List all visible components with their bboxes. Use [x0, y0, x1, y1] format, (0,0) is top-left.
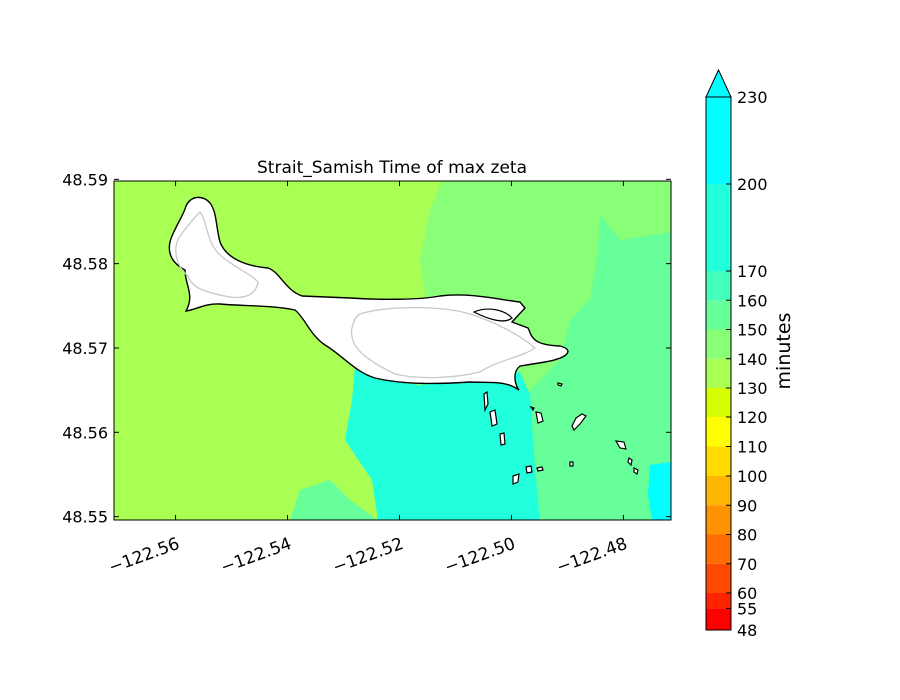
islet: [489, 409, 498, 427]
x-tick-label: −122.52: [330, 534, 406, 578]
colorbar-segment: [706, 534, 731, 564]
colorbar-segment: [706, 329, 731, 359]
colorbar-segment: [706, 97, 731, 184]
region-south-west-lobe: [290, 480, 378, 520]
colorbar-segment: [706, 271, 731, 301]
y-tick-label: 48.56: [62, 423, 108, 442]
colorbar-label: minutes: [773, 313, 795, 390]
colorbar-tick-label: 160: [737, 291, 768, 310]
region-south-central: [345, 365, 540, 520]
y-tick-label: 48.59: [62, 170, 108, 189]
colorbar-segment: [706, 300, 731, 330]
islet: [535, 411, 544, 424]
colorbar-tick-label: 80: [737, 526, 757, 545]
colorbar-tick-label: 120: [737, 408, 768, 427]
colorbar-segment: [706, 608, 731, 630]
colorbar-tick-label: 55: [737, 599, 757, 618]
region-east: [520, 215, 671, 520]
islet: [614, 440, 627, 450]
depth-contour-west: [175, 211, 259, 299]
islet: [557, 382, 563, 387]
colorbar-extend-arrow: [705, 68, 732, 98]
y-tick-label: 48.55: [62, 508, 108, 527]
colorbar-tick-label: 48: [737, 621, 757, 640]
colorbar-tick-label: 60: [737, 584, 757, 603]
y-tick-label: 48.57: [62, 339, 108, 358]
map-field: [114, 181, 671, 520]
colorbar-tick-label: 130: [737, 379, 768, 398]
islet: [633, 467, 639, 475]
colorbar-tick-label: 100: [737, 467, 768, 486]
islet: [569, 461, 574, 467]
colorbar-segment: [706, 184, 731, 271]
x-tick-label: −122.50: [442, 534, 518, 578]
islet: [529, 405, 535, 412]
region-south-east-corner: [648, 462, 671, 520]
colorbar-segment: [706, 476, 731, 506]
y-axis: 48.59 48.58 48.57 48.56 48.55: [62, 170, 671, 527]
islet: [499, 432, 506, 446]
colorbar-frame: [705, 97, 732, 631]
colorbar-segment: [706, 593, 731, 609]
colorbar-tick-label: 70: [737, 555, 757, 574]
colorbar-segment: [706, 446, 731, 476]
colorbar-tick-label: 90: [737, 496, 757, 515]
x-tick-label: −122.48: [554, 534, 630, 578]
islet: [483, 390, 489, 413]
axes-frame: [113, 180, 672, 521]
colorbar-segment: [706, 563, 731, 593]
colorbar-tick-label: 230: [737, 88, 768, 107]
colorbar-tick-label: 170: [737, 262, 768, 281]
islets: [483, 382, 639, 485]
islet: [627, 457, 633, 467]
colorbar-segment: [706, 388, 731, 417]
inner-lagoon: [472, 308, 513, 322]
islet: [571, 413, 587, 432]
colorbar-tick-label: 150: [737, 321, 768, 340]
island-coastline: [168, 196, 569, 391]
y-tick-label: 48.58: [62, 255, 108, 274]
islet: [525, 465, 533, 474]
x-tick-label: −122.56: [106, 534, 182, 578]
x-tick-label: −122.54: [218, 534, 294, 578]
islet: [512, 473, 520, 485]
colorbar-segment: [706, 505, 731, 535]
colorbar-segment: [706, 358, 731, 388]
colorbar-tick-label: 200: [737, 175, 768, 194]
depth-contour-east: [350, 306, 537, 379]
chart-title: Strait_Samish Time of max zeta: [257, 158, 527, 178]
colorbar-tick-label: 140: [737, 350, 768, 369]
colorbar-segment: [706, 417, 731, 447]
colorbar-tick-label: 110: [737, 438, 768, 457]
islet: [536, 466, 544, 472]
